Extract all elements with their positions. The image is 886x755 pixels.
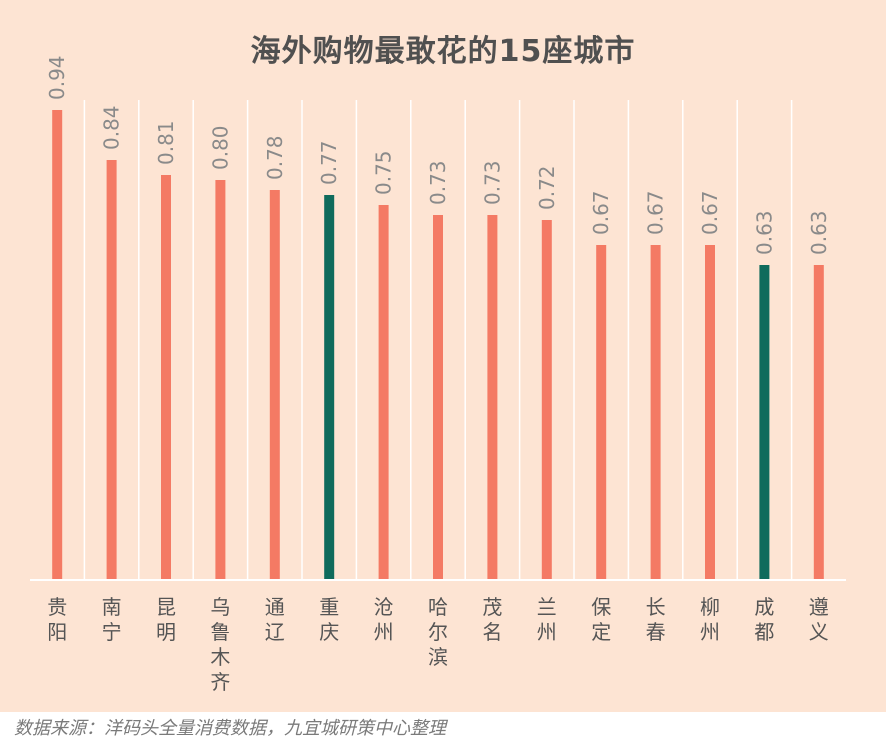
bar-chart: 0.94 0.84 0.81 0.80 0.78 0.77 0.75 0.73 0.73 0.72… (30, 55, 846, 694)
data-labels: 0.94 0.84 0.81 0.80 0.78 0.77 0.75 0.73 0.73 0.72… (45, 55, 831, 255)
category-label: 柳州 (700, 595, 720, 644)
bar-南宁 (106, 160, 117, 580)
category-char: 义 (809, 620, 829, 644)
category-label: 南宁 (102, 595, 122, 644)
data-label: 0.80 (208, 125, 232, 170)
category-char: 柳 (700, 595, 720, 619)
category-char: 辽 (265, 620, 285, 644)
category-char: 成 (754, 595, 774, 619)
category-label: 成都 (754, 595, 774, 644)
category-char: 阳 (47, 620, 67, 644)
category-char: 尔 (428, 620, 448, 644)
category-char: 昆 (156, 595, 176, 619)
category-char: 重 (319, 595, 339, 619)
bar-重庆 (324, 195, 335, 580)
category-label: 哈尔滨 (428, 595, 448, 669)
bar-成都 (759, 265, 770, 580)
bar-兰州 (541, 220, 552, 580)
bar-贵阳 (52, 110, 63, 580)
bar-长春 (650, 245, 661, 580)
data-label: 0.78 (263, 135, 287, 180)
bar-沧州 (378, 205, 389, 580)
category-label: 兰州 (537, 595, 557, 644)
data-label: 0.67 (698, 190, 722, 235)
data-label: 0.77 (317, 140, 341, 185)
bar-茂名 (487, 215, 498, 580)
category-char: 齐 (210, 670, 230, 694)
category-char: 贵 (47, 595, 67, 619)
category-label: 重庆 (319, 595, 339, 644)
category-char: 州 (537, 620, 557, 644)
category-label: 昆明 (156, 595, 176, 644)
bar-柳州 (705, 245, 715, 580)
data-label: 0.84 (100, 105, 124, 150)
category-char: 明 (156, 620, 176, 644)
bar-series (52, 110, 824, 580)
bar-遵义 (813, 265, 824, 580)
category-char: 定 (591, 620, 611, 644)
category-char: 滨 (428, 645, 448, 669)
data-label: 0.63 (807, 210, 831, 255)
category-char: 保 (591, 595, 611, 619)
category-label: 长春 (646, 595, 666, 644)
category-char: 南 (102, 595, 122, 619)
category-char: 庆 (319, 620, 339, 644)
category-char: 乌 (210, 595, 230, 619)
category-label: 通辽 (265, 595, 285, 644)
category-char: 宁 (102, 620, 122, 644)
bar-乌鲁木齐 (215, 180, 226, 580)
category-char: 兰 (537, 595, 557, 619)
category-char: 遵 (809, 595, 829, 619)
bar-昆明 (161, 175, 171, 580)
category-label: 贵阳 (47, 595, 67, 644)
bar-通辽 (269, 190, 280, 580)
data-label: 0.67 (589, 190, 613, 235)
category-char: 茂 (482, 595, 502, 619)
category-label: 茂名 (482, 595, 502, 644)
category-char: 州 (700, 620, 720, 644)
category-char: 长 (646, 595, 666, 619)
category-label: 沧州 (374, 595, 394, 644)
bar-哈尔滨 (433, 215, 443, 580)
grid-lines (83, 100, 793, 580)
source-note: 数据来源：洋码头全量消费数据，九宜城研策中心整理 (0, 712, 886, 755)
data-label: 0.73 (426, 160, 450, 205)
category-char: 哈 (428, 595, 448, 619)
data-label: 0.75 (372, 150, 396, 195)
category-char: 通 (265, 595, 285, 619)
data-label: 0.94 (45, 55, 69, 100)
data-label: 0.63 (752, 210, 776, 255)
category-char: 鲁 (210, 620, 230, 644)
bar-保定 (596, 245, 607, 580)
chart-title: 海外购物最敢花的15座城市 (250, 34, 636, 69)
category-char: 都 (754, 620, 774, 644)
category-label: 保定 (591, 595, 611, 644)
category-char: 州 (374, 620, 394, 644)
category-label: 遵义 (809, 595, 829, 644)
category-char: 名 (482, 620, 502, 644)
data-label: 0.67 (644, 190, 668, 235)
category-char: 沧 (374, 595, 394, 619)
data-label: 0.73 (480, 160, 504, 205)
category-char: 春 (646, 620, 666, 644)
category-char: 木 (210, 645, 230, 669)
data-label: 0.72 (535, 165, 559, 210)
data-label: 0.81 (154, 120, 178, 165)
